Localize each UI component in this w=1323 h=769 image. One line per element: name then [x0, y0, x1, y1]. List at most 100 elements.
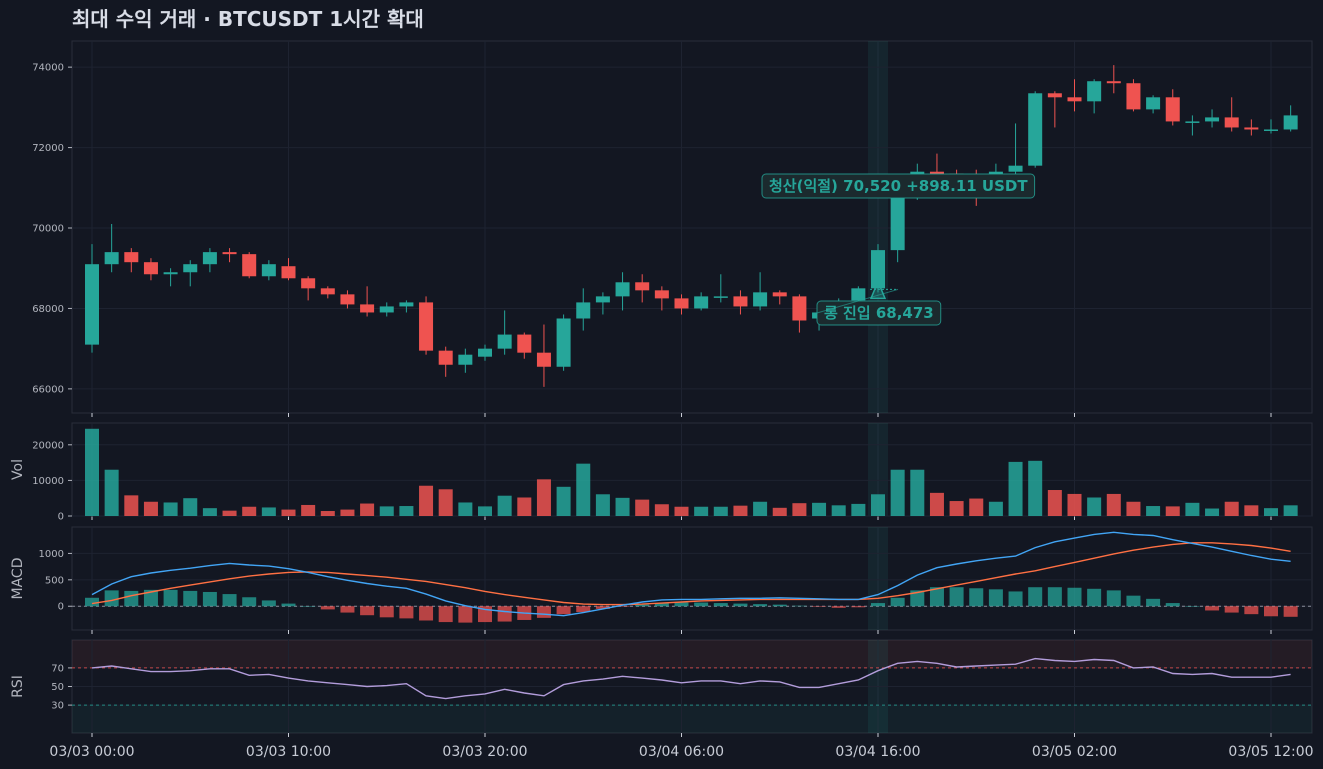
volume-bar	[124, 495, 139, 516]
volume-bar	[379, 506, 394, 516]
volume-axis-label: Vol	[10, 459, 26, 480]
candle-body	[772, 292, 787, 297]
macd-histogram-bar	[104, 590, 119, 607]
volume-bar	[1244, 505, 1259, 516]
candle-body	[202, 252, 217, 265]
panel-frame-macd	[71, 526, 1313, 631]
volume-bar	[792, 503, 807, 516]
x-tick-label: 03/03 20:00	[442, 744, 527, 760]
volume-bar	[261, 507, 276, 516]
macd-histogram-bar	[654, 603, 669, 607]
macd-tick-label: 1000	[39, 549, 64, 560]
candle-body	[1264, 129, 1278, 131]
macd-histogram-bar	[576, 606, 591, 613]
macd-histogram-bar	[969, 588, 984, 607]
volume-bar	[1028, 460, 1043, 516]
volume-bar	[1047, 490, 1062, 516]
macd-histogram-bar	[1087, 588, 1102, 607]
volume-bar	[812, 502, 827, 516]
rsi-line	[91, 657, 1291, 700]
volume-bar	[202, 508, 217, 516]
macd-histogram-bar	[124, 590, 139, 607]
macd-histogram-bar	[1047, 587, 1062, 607]
x-tick-label: 03/04 16:00	[835, 744, 920, 760]
candle-body	[851, 288, 866, 301]
volume-bar	[654, 504, 669, 516]
macd-histogram-bar	[458, 606, 473, 623]
macd-histogram-bar	[812, 606, 827, 607]
volume-bar	[1087, 497, 1102, 516]
entry-connector	[816, 288, 899, 314]
macd-histogram-bar	[694, 602, 709, 607]
macd-histogram-bar	[1146, 598, 1161, 607]
macd-histogram-bar	[379, 606, 394, 618]
macd-histogram-bar	[713, 603, 728, 607]
candle-body	[1087, 81, 1102, 102]
candle-body	[1028, 93, 1043, 166]
rsi-tick-label: 70	[51, 663, 64, 674]
trade-highlight-band	[868, 527, 888, 630]
volume-bar	[497, 495, 512, 516]
entry-annotation-text: 롱 진입 68,473	[824, 304, 934, 322]
candle-body	[458, 354, 473, 365]
volume-tick-label: 20000	[32, 440, 64, 451]
volume-bar	[281, 509, 296, 516]
candle-body	[379, 306, 394, 313]
candle-body	[713, 296, 728, 298]
macd-histogram-bar	[340, 606, 355, 613]
macd-histogram-bar	[615, 606, 630, 607]
candle-body	[242, 254, 257, 277]
candle-body	[1244, 127, 1259, 130]
candle-body	[85, 264, 99, 345]
price-tick-label: 70000	[32, 224, 64, 235]
entry-annotation: 롱 진입 68,473	[816, 300, 942, 326]
volume-bar	[1185, 502, 1200, 516]
macd-histogram-bar	[674, 602, 689, 607]
candle-body	[1126, 83, 1141, 110]
macd-histogram-bar	[733, 603, 748, 607]
volume-tick-label: 10000	[32, 476, 64, 487]
candle-body	[163, 272, 178, 275]
macd-signal-line	[91, 542, 1291, 606]
candle-body	[419, 302, 434, 351]
candle-body	[792, 296, 807, 321]
macd-histogram-bar	[753, 604, 768, 607]
macd-histogram-bar	[1264, 606, 1278, 617]
volume-bar	[340, 509, 355, 516]
macd-histogram-bar	[1283, 606, 1298, 617]
volume-bar	[163, 502, 178, 516]
volume-bar	[694, 506, 709, 516]
volume-bar	[1067, 493, 1082, 516]
rsi-tick-label: 30	[51, 701, 64, 712]
macd-histogram-bar	[301, 606, 316, 607]
volume-bar	[458, 502, 473, 516]
macd-histogram-bar	[242, 597, 257, 607]
volume-bar	[871, 494, 885, 516]
volume-bar	[988, 501, 1003, 516]
volume-bar	[615, 497, 630, 516]
macd-line	[91, 531, 1291, 617]
volume-bar	[969, 498, 984, 516]
chart-title: 최대 수익 거래 · BTCUSDT 1시간 확대	[72, 7, 424, 31]
candle-body	[143, 262, 158, 275]
candle-body	[104, 252, 119, 265]
volume-bar	[1165, 506, 1180, 516]
macd-histogram-bar	[772, 604, 787, 607]
candle-body	[497, 334, 512, 349]
volume-bar	[1126, 501, 1141, 516]
candle-body	[694, 296, 709, 309]
macd-tick-label: 500	[45, 575, 64, 586]
macd-histogram-bar	[261, 600, 276, 607]
macd-histogram-bar	[871, 603, 885, 607]
candle-body	[1185, 121, 1200, 123]
volume-bar	[890, 469, 905, 516]
candle-body	[399, 302, 414, 307]
price-tick-label: 72000	[32, 143, 64, 154]
macd-histogram-bar	[497, 606, 512, 622]
candle-body	[733, 296, 748, 307]
rsi-tick-label: 50	[51, 682, 64, 693]
exit-annotation-text: 청산(익절) 70,520 +898.11 USDT	[769, 177, 1028, 195]
macd-histogram-bar	[1205, 606, 1220, 611]
macd-histogram-bar	[281, 603, 296, 607]
